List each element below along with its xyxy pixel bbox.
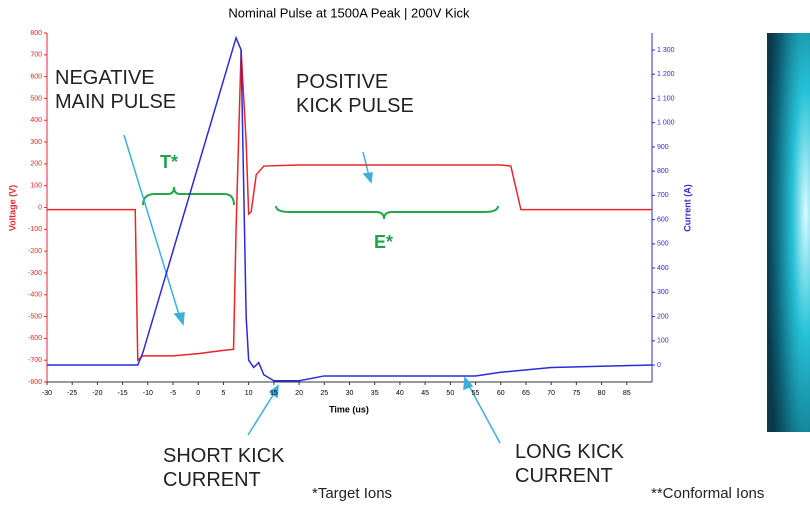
x-tick-label: 30	[346, 390, 354, 397]
x-tick-label: 55	[472, 390, 480, 397]
arrowhead	[464, 378, 472, 389]
y-tick-label: -100	[28, 226, 42, 233]
y-tick-label: -400	[28, 292, 42, 299]
y2-tick-label: 700	[657, 192, 669, 199]
arrowhead	[175, 313, 184, 324]
y2-tick-label: 600	[657, 216, 669, 223]
x-tick-label: 50	[446, 390, 454, 397]
y-tick-label: -200	[28, 248, 42, 255]
x-tick-label: 75	[572, 390, 580, 397]
x-tick-label: 85	[623, 390, 631, 397]
brace-e	[276, 206, 498, 219]
y-axis-label: Voltage (V)	[7, 185, 17, 231]
y-tick-label: -600	[28, 335, 42, 342]
y-tick-label: 700	[30, 52, 42, 59]
x-tick-label: 10	[245, 390, 253, 397]
y2-tick-label: 0	[657, 362, 661, 369]
y-tick-label: 400	[30, 117, 42, 124]
y2-tick-label: 1 100	[657, 95, 675, 102]
y2-axis-label: Current (A)	[682, 184, 692, 232]
x-tick-label: 15	[270, 390, 278, 397]
arrow	[363, 152, 369, 176]
y-tick-label: -700	[28, 357, 42, 364]
y-tick-label: -300	[28, 270, 42, 277]
y-tick-label: 200	[30, 161, 42, 168]
y2-tick-label: 400	[657, 265, 669, 272]
x-tick-label: -30	[42, 390, 52, 397]
chart-title: Nominal Pulse at 1500A Peak | 200V Kick	[228, 5, 470, 20]
photo	[767, 33, 810, 432]
annotation: **Conformal Ions	[651, 482, 810, 506]
annotation: T*	[160, 150, 200, 174]
arrow	[248, 392, 275, 435]
y-tick-label: 600	[30, 73, 42, 80]
x-tick-label: 5	[222, 390, 226, 397]
x-tick-label: 0	[196, 390, 200, 397]
y-tick-label: -800	[28, 379, 42, 386]
y-tick-label: -500	[28, 313, 42, 320]
y2-tick-label: 1 300	[657, 47, 675, 54]
y2-tick-label: 300	[657, 289, 669, 296]
x-tick-label: -20	[92, 390, 102, 397]
y2-tick-label: 900	[657, 144, 669, 151]
x-tick-label: 80	[598, 390, 606, 397]
x-tick-label: 40	[396, 390, 404, 397]
x-tick-label: 65	[522, 390, 530, 397]
x-tick-label: 60	[497, 390, 505, 397]
x-axis-label: Time (us)	[329, 404, 369, 414]
y2-tick-label: 100	[657, 338, 669, 345]
y-tick-label: 300	[30, 139, 42, 146]
y2-tick-label: 800	[657, 168, 669, 175]
x-tick-label: -15	[118, 390, 128, 397]
annotation: SHORT KICK CURRENT	[163, 444, 313, 492]
x-tick-label: -5	[170, 390, 176, 397]
annotation: E*	[374, 230, 414, 254]
annotation: NEGATIVE MAIN PULSE	[55, 66, 205, 114]
y2-tick-label: 1 200	[657, 71, 675, 78]
x-tick-label: 25	[320, 390, 328, 397]
annotation: LONG KICK CURRENT	[515, 440, 655, 488]
x-tick-label: -10	[143, 390, 153, 397]
braces	[143, 187, 498, 219]
y-tick-label: 500	[30, 95, 42, 102]
x-tick-label: 45	[421, 390, 429, 397]
y-tick-label: 0	[38, 204, 42, 211]
annotation: POSITIVE KICK PULSE	[296, 70, 436, 118]
x-tick-label: 20	[295, 390, 303, 397]
x-tick-label: 70	[547, 390, 555, 397]
y2-tick-label: 500	[657, 241, 669, 248]
page: {"chart_data": {"type": "line", "title":…	[0, 0, 810, 505]
y-tick-label: 800	[30, 30, 42, 37]
annotation: *Target Ions	[312, 482, 452, 506]
arrowhead	[364, 173, 372, 182]
arrows	[124, 135, 500, 443]
y2-tick-label: 1 000	[657, 120, 675, 127]
x-tick-label: -25	[67, 390, 77, 397]
y-tick-label: 100	[30, 183, 42, 190]
x-tick-label: 35	[371, 390, 379, 397]
y2-tick-label: 200	[657, 313, 669, 320]
